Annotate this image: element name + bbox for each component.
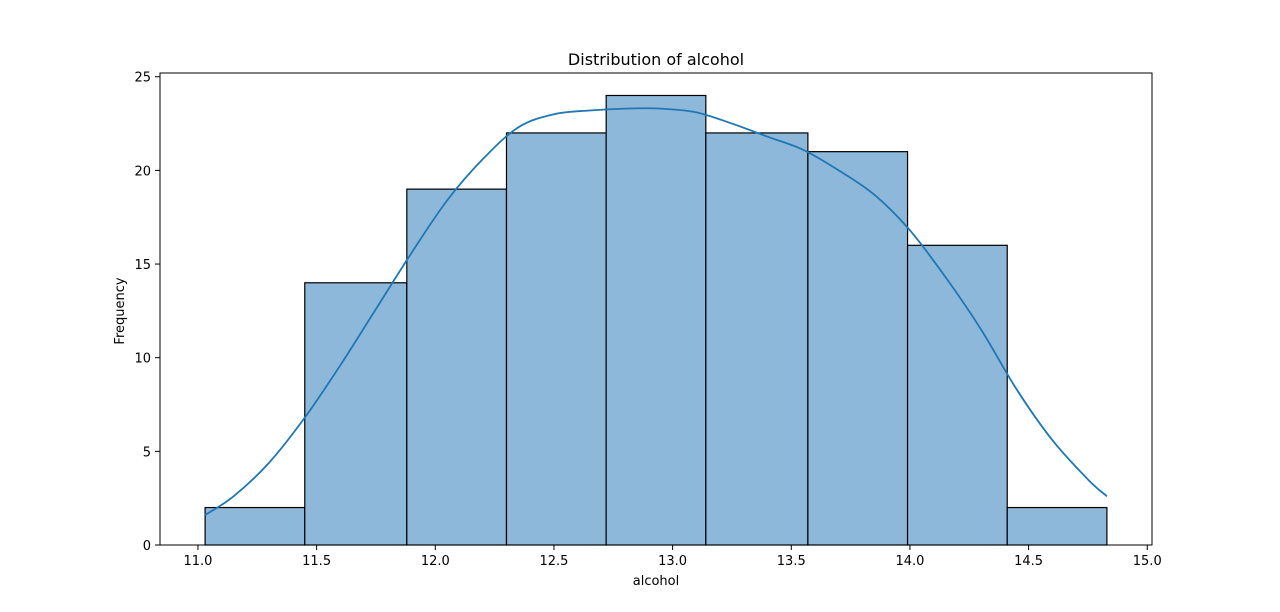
x-tick-label: 14.5: [1014, 554, 1043, 569]
histogram-bar: [304, 282, 408, 546]
y-tick-label: 5: [143, 445, 151, 460]
x-tick-label: 11.5: [302, 554, 331, 569]
y-tick-label: 10: [134, 352, 151, 367]
histogram-bars: [204, 94, 1108, 546]
y-axis-ticks: 0 5 10 15 20 25: [134, 71, 160, 554]
x-tick-label: 11.0: [183, 554, 212, 569]
x-tick-label: 13.5: [777, 554, 806, 569]
x-tick-label: 14.0: [895, 554, 924, 569]
x-axis-label: alcohol: [633, 574, 679, 589]
histogram-bar: [605, 94, 707, 546]
x-tick-label: 15.0: [1133, 554, 1162, 569]
kde-curve: [204, 107, 1108, 516]
plot-area-frame: [159, 72, 1153, 546]
x-tick-label: 12.0: [421, 554, 450, 569]
x-axis-ticks: 11.0 11.5 12.0 12.5 13.0 13.5 14.0 14.5 15.0: [183, 545, 1162, 569]
y-tick-label: 0: [143, 539, 151, 554]
histogram-bar: [906, 244, 1008, 546]
x-tick-label: 12.5: [539, 554, 568, 569]
chart-title: Distribution of alcohol: [568, 50, 744, 69]
y-tick-label: 15: [134, 258, 151, 273]
y-tick-label: 20: [134, 164, 151, 179]
histogram-bar: [204, 506, 306, 546]
histogram-bar: [705, 132, 809, 546]
x-tick-label: 13.0: [658, 554, 687, 569]
histogram-bar: [406, 188, 508, 546]
y-tick-label: 25: [134, 71, 151, 86]
histogram-bar: [1006, 506, 1108, 546]
histogram-bar: [505, 132, 607, 546]
y-axis-label: Frequency: [113, 277, 128, 344]
histogram-bar: [807, 151, 909, 546]
